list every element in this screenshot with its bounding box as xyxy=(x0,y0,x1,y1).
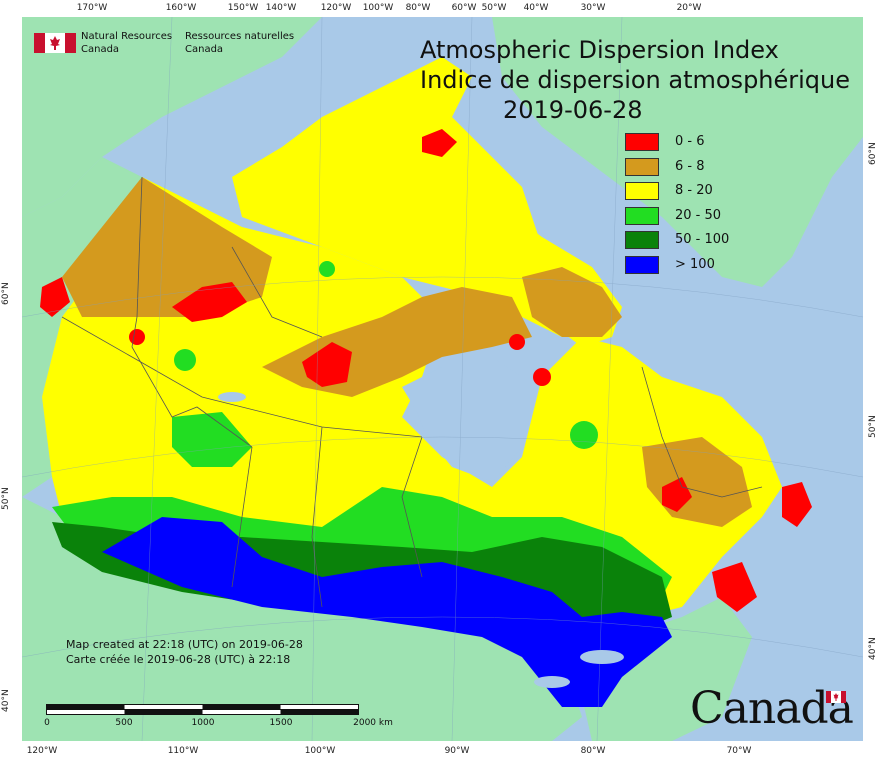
agency-name-fr: Ressources naturelles Canada xyxy=(185,30,294,56)
map-created-note-fr: Carte créée le 2019-06-28 (UTC) à 22:18 xyxy=(66,653,291,666)
scale-label: 0 xyxy=(44,718,50,728)
scale-label: 1500 xyxy=(269,718,293,728)
scale-label: 500 xyxy=(115,718,133,728)
legend-label: 0 - 6 xyxy=(675,134,705,149)
scale-label: 1000 xyxy=(191,718,215,728)
tick-label-bottom: 120°W xyxy=(26,746,58,756)
hudson-bay xyxy=(402,357,532,482)
legend-swatch xyxy=(625,133,659,151)
tick-label-bottom: 70°W xyxy=(726,746,752,756)
legend-label: 8 - 20 xyxy=(675,183,713,198)
tick-label-top: 140°W xyxy=(265,3,297,13)
legend-label: 50 - 100 xyxy=(675,232,730,247)
zone-6-8-baffin xyxy=(522,267,622,337)
tick-label-top: 60°W xyxy=(451,3,477,13)
tick-label-bottom: 80°W xyxy=(580,746,606,756)
tick-label-top: 100°W xyxy=(362,3,394,13)
zone-0-6-spot xyxy=(533,368,551,386)
zone-20-50-spot xyxy=(570,421,598,449)
tick-label-bottom: 90°W xyxy=(444,746,470,756)
zone-0-6-spot xyxy=(129,329,145,345)
tick-label-right: 40°N xyxy=(868,637,878,660)
legend-swatch xyxy=(625,255,659,274)
map-title-fr: Indice de dispersion atmosphérique xyxy=(420,66,851,94)
tick-label-left: 50°N xyxy=(1,487,11,510)
tick-label-top: 20°W xyxy=(676,3,702,13)
agency-en-line2: Canada xyxy=(81,44,120,55)
map-area xyxy=(22,17,863,741)
tick-label-top: 50°W xyxy=(481,3,507,13)
zone-0-6-maritimes xyxy=(712,562,757,612)
legend-swatch xyxy=(625,182,659,200)
tick-label-bottom: 110°W xyxy=(167,746,199,756)
zone-0-6-newfoundland xyxy=(782,482,812,527)
tick-label-top: 40°W xyxy=(523,3,549,13)
zone-20-50-spot xyxy=(319,261,335,277)
scale-label: 2000 km xyxy=(353,718,393,728)
agency-name-en: Natural Resources Canada xyxy=(81,30,172,56)
map-title-en: Atmospheric Dispersion Index xyxy=(420,36,779,64)
usa-landmass xyxy=(22,497,582,741)
zone-20-50-spot xyxy=(174,349,196,371)
tick-label-bottom: 100°W xyxy=(304,746,336,756)
map-canvas xyxy=(22,17,863,741)
zone-0-6-spot xyxy=(509,334,525,350)
zone-0-6-quebec xyxy=(662,477,692,512)
legend-label: > 100 xyxy=(675,256,715,272)
great-lake xyxy=(534,676,570,688)
tick-label-top: 160°W xyxy=(165,3,197,13)
great-lake xyxy=(580,650,624,664)
wordmark-flag-icon xyxy=(826,691,846,703)
tick-label-right: 60°N xyxy=(868,142,878,165)
map-date: 2019-06-28 xyxy=(503,96,643,124)
legend-label: 6 - 8 xyxy=(675,158,705,174)
zone-0-6-yukon xyxy=(172,282,247,322)
map-created-note-en: Map created at 22:18 (UTC) on 2019-06-28 xyxy=(66,638,303,651)
tick-label-left: 40°N xyxy=(1,689,11,712)
greenland-landmass xyxy=(492,17,863,287)
tick-label-left: 60°N xyxy=(1,282,11,305)
legend-label: 20 - 50 xyxy=(675,207,722,223)
zone-above-100 xyxy=(102,517,672,707)
graticule xyxy=(22,17,863,741)
legend-swatch xyxy=(625,231,659,249)
tick-label-top: 80°W xyxy=(405,3,431,13)
zone-0-6-baffin xyxy=(422,129,457,157)
lake xyxy=(218,392,246,402)
alaska-landmass xyxy=(22,157,142,497)
tick-label-top: 150°W xyxy=(227,3,259,13)
agency-fr-line2: Canada xyxy=(185,44,224,55)
zone-0-6-nunavut xyxy=(302,342,352,387)
tick-label-right: 50°N xyxy=(868,415,878,438)
scale-bar xyxy=(46,704,359,715)
zone-6-8-yukon xyxy=(62,177,272,317)
tick-label-top: 170°W xyxy=(76,3,108,13)
tick-label-top: 30°W xyxy=(580,3,606,13)
tick-label-top: 120°W xyxy=(320,3,352,13)
zone-20-50-bc xyxy=(172,412,252,467)
agency-fr-line1: Ressources naturelles xyxy=(185,31,295,42)
siberia-landmass xyxy=(22,17,322,217)
legend-swatch xyxy=(625,157,659,176)
zone-0-6-alaska-edge xyxy=(40,277,70,317)
canada-flag-icon xyxy=(34,33,76,53)
provincial-borders xyxy=(61,176,763,608)
agency-en-line1: Natural Resources xyxy=(81,31,173,42)
legend-swatch xyxy=(625,206,659,225)
